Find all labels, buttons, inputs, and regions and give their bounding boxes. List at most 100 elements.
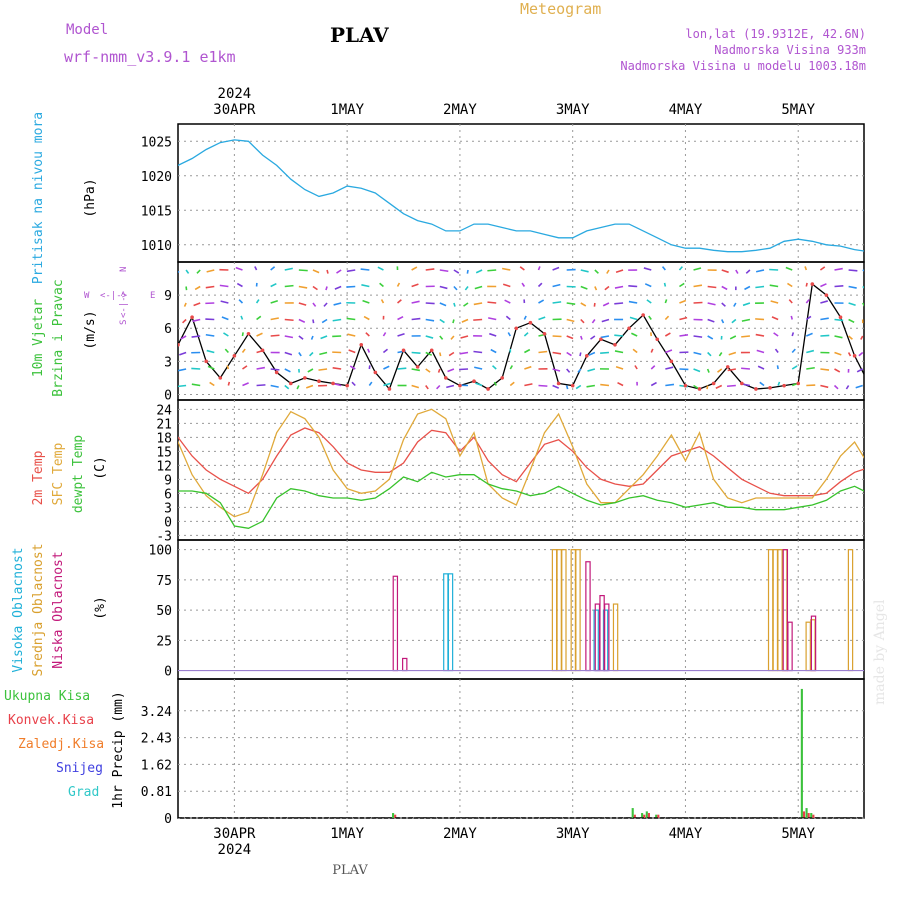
xtick-label-bottom: 5MAY xyxy=(781,826,815,842)
wind-barb xyxy=(721,319,725,324)
xtick-label-bottom: 2MAY xyxy=(443,826,477,842)
ytick-label: 18 xyxy=(156,431,172,446)
wind-barb xyxy=(270,384,279,388)
station-title: PLAV xyxy=(330,23,389,47)
wind-barb xyxy=(219,284,229,288)
wind-barb xyxy=(464,286,469,291)
wind-barb xyxy=(552,368,561,372)
wind-barb xyxy=(834,368,841,373)
wind-barb xyxy=(448,351,455,357)
wind-point xyxy=(178,343,180,347)
ytick-label: 0 xyxy=(164,812,172,827)
precip-bar xyxy=(810,813,813,818)
ytick-label: 1015 xyxy=(141,204,172,219)
wind-barb xyxy=(721,302,726,307)
wind-barb xyxy=(728,351,737,356)
wind-barb xyxy=(834,267,843,271)
compass-arrow-vertical: <-|-> xyxy=(119,290,129,318)
ytick-label: 21 xyxy=(156,417,172,432)
wind-point xyxy=(359,343,364,347)
cloud-bar xyxy=(585,561,591,672)
wind-barb xyxy=(172,320,174,323)
wind-barb xyxy=(706,368,710,373)
wind-barb xyxy=(537,266,541,271)
cloud-bar xyxy=(447,573,454,672)
xtick-label-top: 3MAY xyxy=(556,102,590,118)
wind-barb xyxy=(884,383,891,385)
precip-frame xyxy=(177,678,865,819)
wind-barb xyxy=(379,282,384,288)
wind-barb xyxy=(182,318,187,324)
wind-barb xyxy=(490,348,497,354)
wind-point xyxy=(472,379,476,384)
precip-bar xyxy=(641,813,644,818)
wind-barb xyxy=(310,335,314,340)
wind-barb xyxy=(396,282,401,287)
wind-barb xyxy=(602,302,610,307)
wind-barb xyxy=(650,365,656,370)
precip-bar xyxy=(655,814,658,818)
watermark: made by Angel xyxy=(872,599,888,705)
precip-bar xyxy=(800,688,803,818)
wind-barb xyxy=(882,352,891,353)
wind-barb xyxy=(439,285,448,290)
wind-point xyxy=(669,359,674,364)
wind-barb xyxy=(383,382,391,387)
wind-barb xyxy=(805,282,808,287)
wind-barb xyxy=(594,286,598,291)
precip-ylabel: 1hr Precip (mm) xyxy=(111,691,126,808)
wind-barb xyxy=(509,365,514,370)
wind-barb xyxy=(806,332,813,337)
wind-barb xyxy=(744,285,751,291)
wind-barb xyxy=(820,384,829,389)
wind-barb xyxy=(158,369,160,373)
wind-barb xyxy=(615,269,624,274)
wind-barb xyxy=(896,270,900,271)
wind-barb xyxy=(665,349,673,354)
wind-barb xyxy=(848,335,853,340)
wind-barb xyxy=(552,351,562,355)
precip-marks xyxy=(178,688,864,818)
wind-barb xyxy=(326,269,329,274)
precip-bar xyxy=(394,814,397,818)
wind-barb xyxy=(663,282,667,287)
compass-w: W xyxy=(84,291,90,301)
xtick-label-bottom: 3MAY xyxy=(556,826,590,842)
wind-barb xyxy=(897,318,900,319)
wind-barb xyxy=(487,301,497,304)
legend-conv-precip: Konvek.Kisa xyxy=(8,713,94,728)
wind-barb xyxy=(235,266,243,271)
wind-barb xyxy=(770,300,779,304)
pressure-marks xyxy=(178,139,864,253)
wind-marks xyxy=(158,266,900,391)
wind-barb xyxy=(488,317,497,321)
wind-barb xyxy=(791,365,798,370)
wind-barb xyxy=(206,269,215,273)
wind-barb xyxy=(411,317,421,321)
wind-point xyxy=(867,382,871,386)
ytick-label: 1010 xyxy=(141,239,172,254)
wind-barb xyxy=(270,368,280,371)
wind-barb xyxy=(872,320,877,323)
wind-barb xyxy=(298,318,306,323)
wind-barb xyxy=(693,368,701,373)
xtick-label-top: 5MAY xyxy=(781,102,815,118)
wind-barb xyxy=(205,333,215,337)
wind-barb xyxy=(665,366,674,370)
wind-barb xyxy=(236,282,243,288)
wind-panel: 0 3 6 9 xyxy=(158,261,900,403)
wind-barb xyxy=(805,315,812,321)
wind-barb xyxy=(284,318,294,322)
wind-barb xyxy=(194,285,201,291)
wind-barb xyxy=(820,283,827,288)
compass-arrow-horizontal: <-|-> xyxy=(100,291,128,301)
wind-barb xyxy=(270,334,280,337)
wind-barb xyxy=(727,368,736,372)
wind-barb xyxy=(459,368,469,371)
wind-barb xyxy=(254,266,258,271)
wind-barb xyxy=(707,285,717,289)
wind-barb xyxy=(648,315,652,320)
cloud-marks xyxy=(178,549,864,672)
t2m-ylabel: 2m Temp xyxy=(31,450,46,505)
